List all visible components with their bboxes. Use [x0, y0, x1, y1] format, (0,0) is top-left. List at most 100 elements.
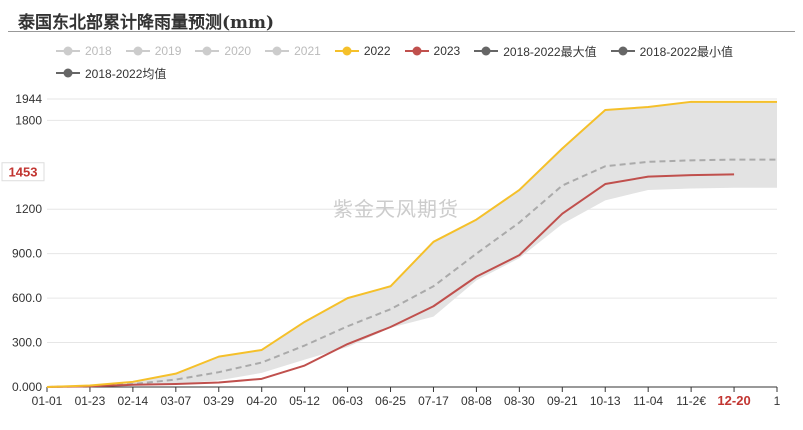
legend-item-2018-2022最小值[interactable]: 2018-2022最小值 [610, 43, 733, 60]
legend-label: 2018-2022最小值 [639, 44, 733, 59]
legend-item-2021[interactable]: 2021 [265, 44, 321, 58]
legend-marker-icon [265, 46, 290, 56]
data-point-2023 [389, 326, 391, 328]
y-tick-label: 1200 [15, 202, 42, 216]
data-point-2018-2022均值 [604, 165, 606, 167]
data-point-2023 [218, 381, 220, 383]
data-point-2018-2022均值 [776, 158, 778, 160]
legend-row: 2018-2022均值 [56, 62, 756, 84]
x-tick-label: 08-30 [504, 394, 535, 408]
y-tick-label: 900.0 [12, 247, 42, 261]
title-divider [8, 31, 795, 32]
x-tick-label: 06-03 [332, 394, 363, 408]
data-point-2022 [175, 372, 177, 374]
x-tick-label: 10-13 [590, 394, 621, 408]
x-tick-label: 03-29 [203, 394, 234, 408]
data-point-2022 [346, 297, 348, 299]
legend-label: 2020 [224, 44, 252, 58]
chart-title: 泰国东北部累计降雨量预测(mm) [18, 13, 275, 33]
data-point-2023 [261, 378, 263, 380]
legend-marker-icon [334, 46, 359, 56]
legend-item-2020[interactable]: 2020 [195, 44, 251, 58]
data-point-2023 [475, 275, 477, 277]
data-point-2023 [647, 175, 649, 177]
data-point-2022 [261, 349, 263, 351]
legend-item-2019[interactable]: 2019 [125, 44, 182, 58]
data-point-2018-2022均值 [475, 252, 477, 254]
legend-label: 2018-2022均值 [85, 66, 167, 81]
y-tick-label: 1944 [15, 92, 42, 106]
x-tick-label: 1 [774, 394, 781, 408]
legend-marker-icon [125, 46, 150, 56]
min-max-band [47, 101, 777, 387]
x-tick-label: 09-21 [547, 394, 578, 408]
legend-marker-icon [404, 46, 429, 56]
data-point-2023 [132, 384, 134, 386]
x-tick-label: 03-07 [160, 394, 191, 408]
legend-marker-icon [56, 46, 80, 56]
series-line-2018-2022均值 [46, 158, 777, 388]
data-point-2023 [518, 254, 520, 256]
x-tick-label: 04-20 [246, 394, 277, 408]
data-point-2022 [733, 101, 735, 103]
data-point-2018-2022均值 [518, 221, 520, 223]
series-line-2022 [46, 100, 777, 388]
data-point-2018-2022均值 [175, 378, 177, 380]
x-tick-label: 07-17 [418, 394, 449, 408]
y-tick-label: 300.0 [12, 336, 42, 350]
legend-item-2022[interactable]: 2022 [334, 44, 391, 58]
y-tick-label: 600.0 [12, 291, 42, 305]
legend-item-2023[interactable]: 2023 [404, 44, 461, 58]
data-point-2022 [389, 285, 391, 287]
data-point-2022 [647, 106, 649, 108]
data-point-2023 [346, 343, 348, 345]
data-point-2018-2022均值 [261, 361, 263, 363]
data-point-2022 [776, 101, 778, 103]
data-point-2023 [690, 174, 692, 176]
data-point-2022 [303, 321, 305, 323]
x-tick-label: 01-01 [32, 394, 63, 408]
data-point-2018-2022均值 [389, 308, 391, 310]
data-point-2022 [561, 147, 563, 149]
data-point-2023 [175, 383, 177, 385]
legend-row: 2018 2019 2020 2021 2022 2023 2018-2022最大值 2018… [56, 40, 756, 62]
legend-marker-icon [610, 46, 635, 56]
x-tick-label: 02-14 [118, 394, 149, 408]
data-point-2018-2022均值 [647, 161, 649, 163]
legend-item-2018-2022最大值[interactable]: 2018-2022最大值 [474, 43, 597, 60]
data-point-2022 [432, 241, 434, 243]
series-line-2023 [46, 173, 735, 388]
data-point-2022 [46, 386, 48, 388]
legend-item-2018-2022均值[interactable]: 2018-2022均值 [56, 65, 166, 82]
x-tick-label: 06-25 [375, 394, 406, 408]
data-point-2023 [561, 212, 563, 214]
data-point-2022 [218, 355, 220, 357]
data-point-2022 [518, 189, 520, 191]
legend-label: 2023 [433, 44, 461, 58]
watermark-text: 紫金天风期货 [333, 199, 459, 221]
x-tick-label: 11-2€ [676, 394, 706, 408]
data-point-2022 [475, 218, 477, 220]
data-point-2022 [690, 101, 692, 103]
data-point-2023 [604, 183, 606, 185]
y-highlight-label: 1453 [9, 165, 38, 180]
legend-label: 2022 [363, 44, 391, 58]
x-tick-label: 12-20 [717, 393, 750, 408]
data-point-2023 [303, 364, 305, 366]
legend-marker-icon [195, 46, 220, 56]
x-tick-label: 05-12 [289, 394, 320, 408]
data-point-2022 [89, 384, 91, 386]
legend-label: 2019 [154, 44, 182, 58]
data-point-2018-2022均值 [690, 159, 692, 161]
data-point-2018-2022均值 [346, 325, 348, 327]
legend-label: 2021 [294, 44, 321, 58]
legend-item-2018[interactable]: 2018 [56, 44, 112, 58]
y-tick-label: 0.000 [12, 380, 42, 394]
data-point-2018-2022均值 [303, 344, 305, 346]
legend-marker-icon [56, 68, 80, 78]
data-point-2023 [432, 305, 434, 307]
x-tick-label: 01-23 [75, 394, 106, 408]
x-tick-label: 11-04 [633, 394, 663, 408]
data-point-2018-2022均值 [561, 184, 563, 186]
